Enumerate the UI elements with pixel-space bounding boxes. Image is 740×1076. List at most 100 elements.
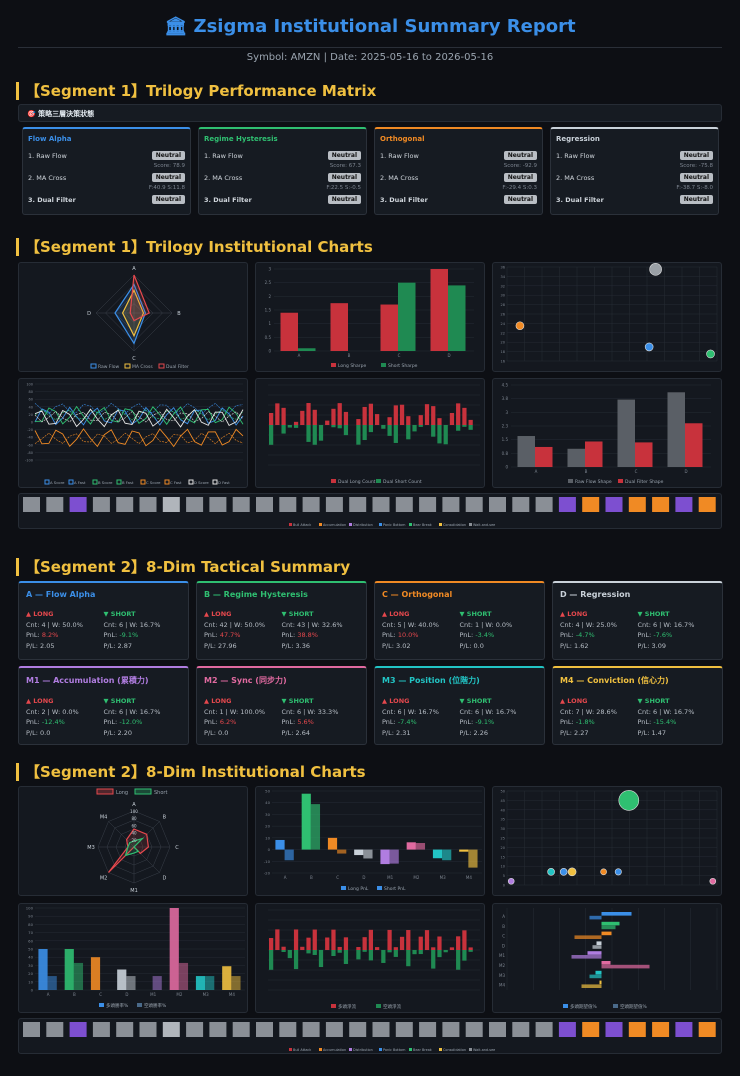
legend-swatch <box>618 479 623 483</box>
long-pnl: PnL: 47.7% <box>204 630 282 641</box>
legend-label: 多頭期望值% <box>570 1003 597 1010</box>
long-pnl: PnL: -7.4% <box>382 717 460 728</box>
bar-down <box>269 425 274 445</box>
y-tick: M2 <box>499 963 505 968</box>
bar-up <box>424 930 430 950</box>
legend-label: MA Cross <box>132 364 153 370</box>
legend-label: Consolidation <box>443 523 466 527</box>
short-pnl: PnL: -9.1% <box>460 717 538 728</box>
x-tick: M2 <box>413 875 419 880</box>
short-pl: P/L: 3.09 <box>637 641 666 650</box>
bar-up <box>275 403 280 425</box>
y-tick: 20 <box>501 341 505 345</box>
regime-cell <box>419 1022 437 1037</box>
strategy-status-banner: 🎯 策略三層決策狀態 <box>18 104 722 122</box>
raw-flow-label: 1. Raw Flow <box>380 151 419 160</box>
radar-series-short <box>124 837 145 857</box>
bar <box>337 849 347 854</box>
raw-flow-label: 1. Raw Flow <box>28 151 67 160</box>
legend-label: 多頭淨流 <box>338 1003 356 1010</box>
bar-up <box>462 407 467 425</box>
pnl-label: PnL: <box>204 631 220 639</box>
regime-cell <box>535 497 553 512</box>
legend-swatch <box>349 1048 352 1051</box>
regime-cell <box>46 497 64 512</box>
bar-down <box>468 950 473 952</box>
legend-label: Long <box>116 790 128 796</box>
bar-down <box>418 425 423 427</box>
legend-swatch <box>158 363 165 369</box>
regime-cell <box>465 497 483 512</box>
bar <box>380 304 398 351</box>
legend-swatch <box>331 479 336 483</box>
regime-cell <box>349 497 367 512</box>
short-count: Cnt: 6 | W: 33.3% <box>281 707 339 716</box>
bar <box>222 966 232 990</box>
legend-label: Dual Filter <box>166 364 189 370</box>
bar <box>596 941 602 945</box>
y-tick: 18 <box>501 350 505 354</box>
long-count: Cnt: 4 | W: 25.0% <box>560 620 617 629</box>
legend-label: C Score <box>146 480 161 485</box>
bar-up <box>456 936 461 950</box>
legend-label: Raw Flow Shape <box>575 479 612 485</box>
long-stats: ▲ LONG Cnt: 2 | W: 0.0% PnL: -12.4% P/L: 0.… <box>26 696 104 738</box>
dim-card-title: C — Orthogonal <box>382 590 453 599</box>
long-count: Cnt: 42 | W: 50.0% <box>204 620 266 629</box>
series-line <box>34 411 244 423</box>
bank-icon: 🏛 <box>164 16 188 37</box>
long-pl: P/L: 2.27 <box>560 728 589 737</box>
x-tick: A <box>284 875 287 880</box>
short-pnl: PnL: -7.6% <box>638 630 716 641</box>
x-tick: M2 <box>176 992 182 997</box>
bar <box>574 935 602 939</box>
dim-card-title: B — Regime Hysteresis <box>204 590 308 599</box>
bar-up <box>393 947 398 950</box>
y-tick: 34 <box>501 275 506 279</box>
regime-cell <box>582 497 600 512</box>
legend-label: Accumulation <box>323 523 346 527</box>
legend-swatch <box>563 1004 568 1008</box>
regime-cell <box>46 1022 64 1037</box>
bar <box>601 921 620 926</box>
y-tick: 0 <box>505 465 508 470</box>
dim-card-0: A — Flow Alpha ▲ LONG Cnt: 4 | W: 50.0% Pn… <box>18 581 189 660</box>
bar <box>380 849 390 865</box>
regime-cell <box>442 497 460 512</box>
legend-label: Bear Break <box>413 1048 432 1052</box>
bar-up <box>343 937 349 950</box>
y-tick: 30 <box>28 963 33 968</box>
bar-down <box>293 950 299 970</box>
radar-axis-label: M4 <box>100 815 108 821</box>
legend-swatch <box>99 1003 104 1007</box>
regime-cell <box>372 497 390 512</box>
short-count: Cnt: 43 | W: 32.6% <box>281 620 343 629</box>
short-label: ▼ SHORT <box>103 610 136 618</box>
legend-label: Long PnL <box>348 886 369 892</box>
bar <box>126 976 136 990</box>
bar <box>585 441 603 467</box>
radar-tick: 60 <box>131 823 137 828</box>
legend-swatch <box>381 363 386 367</box>
dual-filter-label: 3. Dual Filter <box>380 195 428 204</box>
regime-cell <box>419 497 437 512</box>
chart-trilogy-dual-counts: Dual Long Count Dual Short Count <box>255 378 485 488</box>
bar-down <box>337 425 342 429</box>
y-tick: 1.5 <box>265 308 272 313</box>
bar <box>231 976 241 990</box>
score-value: Score: 67.3 <box>329 163 361 169</box>
bar <box>90 957 101 990</box>
long-label: ▲ LONG <box>560 610 588 618</box>
long-pnl-value: 10.0% <box>397 631 419 639</box>
long-pnl: PnL: -12.4% <box>26 717 104 728</box>
bar <box>599 980 602 985</box>
short-label: ▼ SHORT <box>281 610 314 618</box>
bar-down <box>406 950 411 967</box>
bar-up <box>312 409 317 425</box>
long-pnl-value: -7.4% <box>397 718 417 726</box>
long-label: ▲ LONG <box>560 697 588 705</box>
radar-tick: 20 <box>131 838 137 843</box>
bar-up <box>293 421 299 425</box>
trilogy-card-title: Regression <box>556 135 600 143</box>
legend-swatch <box>140 479 146 485</box>
